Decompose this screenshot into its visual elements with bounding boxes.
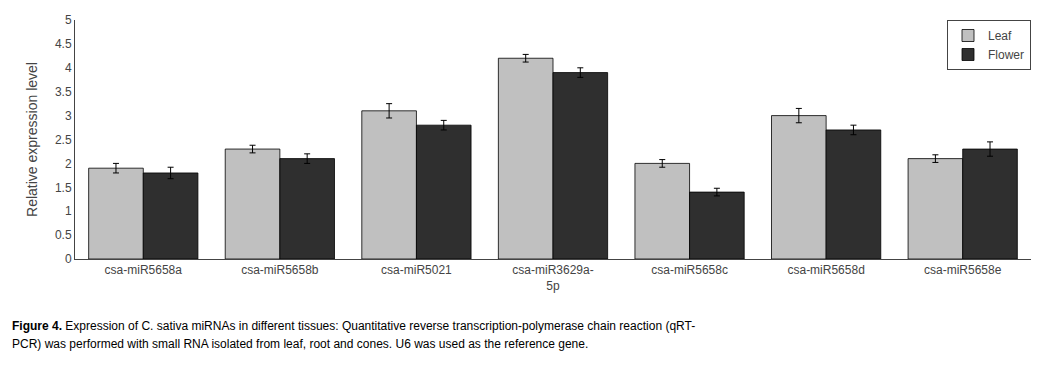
svg-text:5: 5 <box>65 13 72 27</box>
svg-text:csa-miR5658b: csa-miR5658b <box>241 263 319 277</box>
svg-text:csa-miR5021: csa-miR5021 <box>381 263 452 277</box>
svg-text:PCR) was performed with small: PCR) was performed with small RNA isolat… <box>12 337 588 351</box>
svg-text:csa-miR5658c: csa-miR5658c <box>651 263 728 277</box>
svg-text:0.5: 0.5 <box>55 228 72 242</box>
svg-text:csa-miR5658a: csa-miR5658a <box>105 263 183 277</box>
svg-text:3.5: 3.5 <box>55 85 72 99</box>
svg-text:Relative expression level: Relative expression level <box>24 62 40 217</box>
svg-text:Leaf: Leaf <box>988 29 1012 43</box>
svg-text:3: 3 <box>65 109 72 123</box>
svg-text:0: 0 <box>65 252 72 266</box>
svg-text:csa-miR3629a-5p: csa-miR3629a-5p <box>512 263 593 293</box>
svg-text:1: 1 <box>65 204 72 218</box>
svg-text:4: 4 <box>65 61 72 75</box>
svg-text:csa-miR5658e: csa-miR5658e <box>924 263 1002 277</box>
svg-text:Flower: Flower <box>988 48 1024 62</box>
svg-text:csa-miR5658d: csa-miR5658d <box>787 263 864 277</box>
svg-text:Figure 4. Expression of C. sat: Figure 4. Expression of C. sativa miRNAs… <box>12 319 695 333</box>
svg-text:2.5: 2.5 <box>55 133 72 147</box>
svg-text:1.5: 1.5 <box>55 181 72 195</box>
svg-text:4.5: 4.5 <box>55 37 72 51</box>
svg-text:2: 2 <box>65 157 72 171</box>
